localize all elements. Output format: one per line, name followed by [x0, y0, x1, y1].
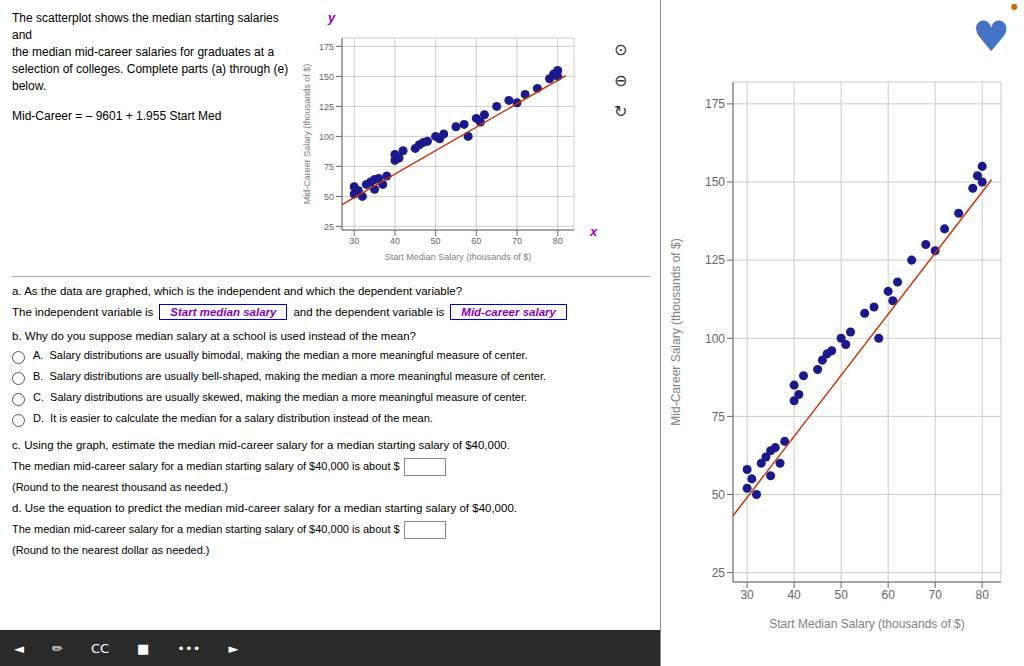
- svg-text:175: 175: [705, 97, 725, 111]
- svg-text:50: 50: [431, 236, 441, 246]
- svg-text:25: 25: [712, 566, 726, 580]
- svg-text:50: 50: [712, 488, 726, 502]
- html-text:B. Salary distributions are us: B. Salary distributions are usually bell…: [33, 370, 546, 382]
- svg-text:Start Median Salary (thousands: Start Median Salary (thousands of $): [385, 252, 532, 262]
- html-text:The independent variable is: The independent variable is: [12, 306, 154, 318]
- html-text:Mid-career salary: Mid-career salary: [461, 306, 556, 318]
- svg-text:150: 150: [319, 72, 334, 82]
- svg-text:80: 80: [553, 236, 563, 246]
- svg-text:60: 60: [471, 236, 481, 246]
- html-text:Mid-Career = – 9601 + 1.955 St: Mid-Career = – 9601 + 1.955 Start Med: [12, 109, 222, 123]
- svg-text:Mid-Career Salary (thousands o: Mid-Career Salary (thousands of $): [302, 64, 312, 205]
- html-text:c. Using the graph, estimate t: c. Using the graph, estimate the median …: [12, 439, 510, 451]
- html-text:a. As the data are graphed, wh: a. As the data are graphed, which is the…: [12, 285, 463, 297]
- svg-text:Start Median Salary (thousands: Start Median Salary (thousands of $): [769, 617, 964, 631]
- svg-text:Mid-Career Salary (thousands o: Mid-Career Salary (thousands of $): [669, 238, 683, 425]
- html-text:Start median salary: Start median salary: [170, 306, 277, 318]
- svg-text:40: 40: [390, 236, 400, 246]
- html-text:x: x: [590, 224, 598, 239]
- svg-text:50: 50: [834, 588, 848, 602]
- svg-text:40: 40: [787, 588, 801, 602]
- svg-text:50: 50: [324, 192, 334, 202]
- html-text:b. Why do you suppose median s: b. Why do you suppose median salary at a…: [12, 330, 416, 342]
- html-text:D. It is easier to calculate t: D. It is easier to calculate the median …: [33, 412, 433, 424]
- svg-text:60: 60: [881, 588, 895, 602]
- html-text:CC: CC: [90, 640, 110, 656]
- html-text:A. Salary distributions are us: A. Salary distributions are usually bimo…: [33, 349, 528, 361]
- html-text:The median mid-career salary f: The median mid-career salary for a media…: [12, 459, 400, 472]
- svg-text:125: 125: [319, 102, 334, 112]
- svg-text:100: 100: [705, 332, 725, 346]
- html-text:The median mid-career salary f: The median mid-career salary for a media…: [12, 522, 400, 535]
- html-text:d. Use the equation to predict: d. Use the equation to predict the media…: [12, 502, 517, 514]
- svg-text:100: 100: [319, 132, 334, 142]
- html-text:(Round to the nearest dollar a: (Round to the nearest dollar as needed.): [12, 544, 210, 556]
- svg-text:70: 70: [928, 588, 942, 602]
- svg-text:75: 75: [712, 410, 726, 424]
- svg-text:80: 80: [976, 588, 990, 602]
- html-text:C. Salary distributions are us: C. Salary distributions are usually skew…: [33, 391, 527, 403]
- svg-text:175: 175: [319, 42, 334, 52]
- svg-text:30: 30: [740, 588, 754, 602]
- html-text:The scatterplot shows the medi: The scatterplot shows the median startin…: [12, 11, 289, 93]
- svg-text:125: 125: [705, 253, 725, 267]
- html-text:and the dependent variable is: and the dependent variable is: [293, 306, 445, 318]
- svg-text:70: 70: [512, 236, 522, 246]
- html-text:y: y: [328, 10, 336, 25]
- svg-text:75: 75: [324, 162, 334, 172]
- html-text:(Round to the nearest thousand: (Round to the nearest thousand as needed…: [12, 481, 228, 493]
- svg-text:30: 30: [349, 236, 359, 246]
- svg-text:150: 150: [705, 175, 725, 189]
- svg-text:25: 25: [324, 222, 334, 232]
